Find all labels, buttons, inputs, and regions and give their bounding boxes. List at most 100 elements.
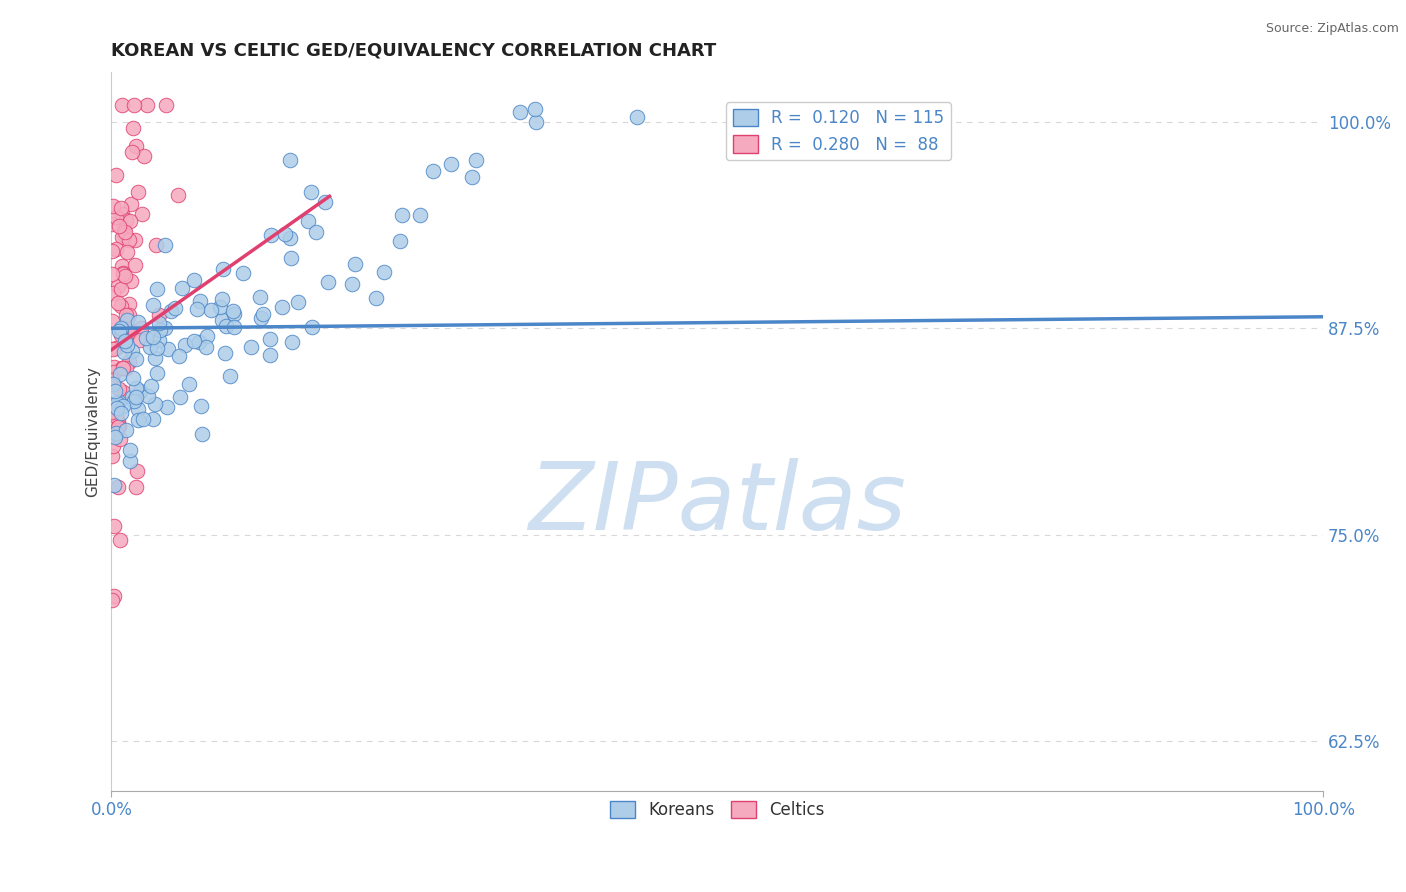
Point [103,199,125,213]
Point [105,242,128,256]
Point [127,315,149,329]
Point [271,301,294,315]
Text: Source: ZipAtlas.com: Source: ZipAtlas.com [1265,22,1399,36]
Point [111,361,134,376]
Point [409,209,432,223]
Point [114,334,136,349]
Point [112,227,135,242]
Y-axis label: GED/Equivalency: GED/Equivalency [86,366,100,497]
Point [287,295,309,310]
Point [127,185,149,199]
Point [129,321,152,335]
Point [127,402,149,417]
Point [107,395,129,409]
Point [111,230,134,244]
Point [110,299,132,313]
Point [129,384,152,398]
Point [101,342,124,356]
Point [121,370,143,384]
Point [278,231,301,245]
Point [280,251,302,265]
Point [101,405,124,419]
Point [111,361,134,376]
Point [301,319,323,334]
Point [214,346,236,360]
Point [110,201,132,215]
Point [101,244,124,259]
Point [190,426,212,441]
Point [177,376,200,391]
Point [103,359,125,374]
Point [259,348,281,362]
Point [121,145,143,159]
Point [118,214,141,228]
Point [111,259,134,273]
Point [112,267,135,281]
Point [114,269,136,284]
Point [148,308,170,322]
Point [110,327,132,342]
Point [110,321,132,335]
Point [195,340,218,354]
Point [364,291,387,305]
Point [145,282,167,296]
Point [174,338,197,352]
Point [121,344,143,359]
Point [101,286,124,301]
Point [155,98,177,112]
Point [118,326,141,340]
Point [222,320,245,334]
Point [118,355,141,369]
Point [105,401,128,415]
Point [153,238,176,252]
Point [118,308,141,322]
Point [218,368,240,383]
Point [118,233,141,247]
Point [301,186,323,200]
Point [101,267,124,281]
Point [148,316,170,330]
Point [101,370,124,384]
Point [107,401,129,415]
Point [115,313,138,327]
Point [305,225,328,239]
Point [110,282,132,296]
Point [108,219,131,233]
Point [110,322,132,336]
Point [125,381,148,395]
Point [169,390,191,404]
Point [259,332,281,346]
Point [104,409,127,424]
Point [167,188,190,202]
Point [103,478,125,492]
Point [124,233,146,247]
Point [108,432,131,446]
Text: ZIPatlas: ZIPatlas [529,458,907,549]
Point [121,121,143,136]
Point [465,153,488,167]
Legend: Koreans, Celtics: Koreans, Celtics [603,794,831,825]
Point [187,334,209,349]
Point [160,303,183,318]
Point [121,390,143,404]
Point [104,408,127,422]
Point [122,393,145,408]
Point [165,301,187,315]
Point [115,245,138,260]
Point [101,418,124,433]
Point [422,164,444,178]
Point [274,227,297,241]
Point [110,406,132,420]
Point [108,325,131,339]
Point [101,373,124,387]
Point [195,329,218,343]
Point [107,420,129,434]
Point [107,480,129,494]
Point [388,234,411,248]
Point [316,275,339,289]
Point [105,210,128,224]
Point [183,273,205,287]
Point [100,593,122,607]
Point [136,98,159,112]
Point [114,361,136,376]
